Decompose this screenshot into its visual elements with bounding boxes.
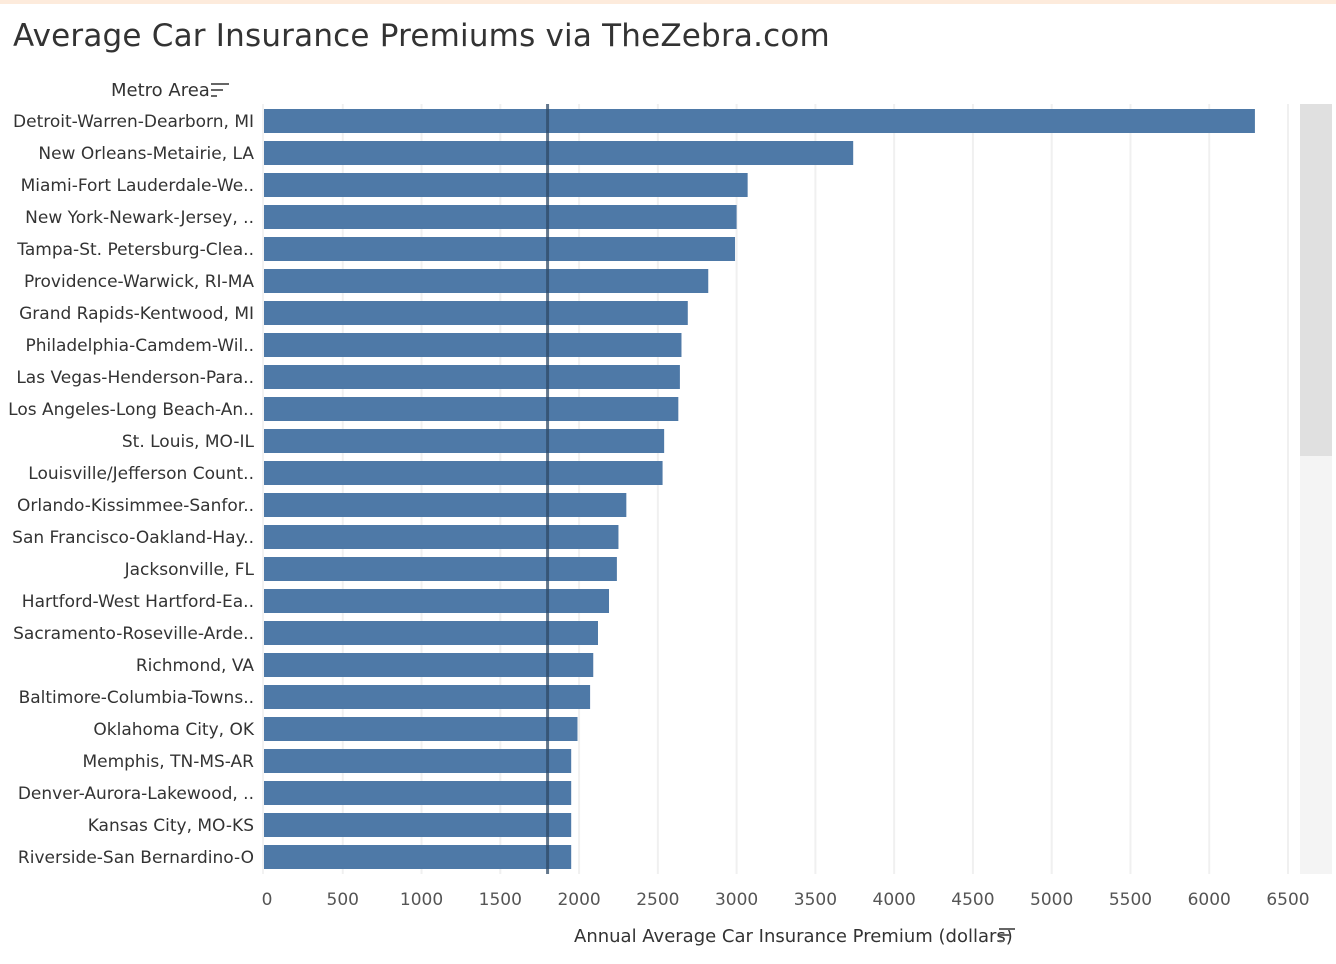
row-label[interactable]: San Francisco-Oakland-Hay.. bbox=[12, 528, 254, 548]
row-labels-group: Detroit-Warren-Dearborn, MI New Orleans-M… bbox=[8, 112, 255, 868]
bar[interactable] bbox=[264, 301, 688, 325]
gridlines bbox=[341, 104, 1289, 874]
bar[interactable] bbox=[264, 109, 1255, 133]
bar[interactable] bbox=[264, 397, 679, 421]
bar[interactable] bbox=[264, 557, 617, 581]
row-label[interactable]: Grand Rapids-Kentwood, MI bbox=[19, 304, 254, 324]
row-label[interactable]: Riverside-San Bernardino-O bbox=[18, 848, 254, 868]
x-tick-label: 6500 bbox=[1266, 890, 1309, 910]
row-label[interactable]: Tampa-St. Petersburg-Clea.. bbox=[16, 240, 254, 260]
row-label[interactable]: Oklahoma City, OK bbox=[93, 720, 254, 740]
bar[interactable] bbox=[264, 813, 572, 837]
row-label[interactable]: Kansas City, MO-KS bbox=[88, 816, 254, 836]
row-label[interactable]: Los Angeles-Long Beach-An.. bbox=[8, 400, 254, 420]
bars-group bbox=[264, 109, 1255, 869]
x-tick-label: 5000 bbox=[1030, 890, 1073, 910]
bar[interactable] bbox=[264, 493, 627, 517]
x-tick-label: 3000 bbox=[715, 890, 758, 910]
bar[interactable] bbox=[264, 429, 665, 453]
x-tick-label: 500 bbox=[327, 890, 359, 910]
x-tick-label: 3500 bbox=[794, 890, 837, 910]
row-label[interactable]: New York-Newark-Jersey, .. bbox=[25, 208, 254, 228]
bar[interactable] bbox=[264, 365, 680, 389]
x-tick-label: 1500 bbox=[479, 890, 522, 910]
bar[interactable] bbox=[264, 685, 591, 709]
bar[interactable] bbox=[264, 845, 572, 869]
x-tick-label: 0 bbox=[262, 890, 273, 910]
bar[interactable] bbox=[264, 781, 572, 805]
row-label[interactable]: Detroit-Warren-Dearborn, MI bbox=[13, 112, 254, 132]
row-label[interactable]: St. Louis, MO-IL bbox=[122, 432, 255, 452]
row-label[interactable]: Denver-Aurora-Lakewood, .. bbox=[18, 784, 254, 804]
bar[interactable] bbox=[264, 173, 748, 197]
bar[interactable] bbox=[264, 461, 663, 485]
row-label[interactable]: Hartford-West Hartford-Ea.. bbox=[22, 592, 254, 612]
row-label[interactable]: Providence-Warwick, RI-MA bbox=[24, 272, 254, 292]
x-tick-label: 1000 bbox=[400, 890, 443, 910]
x-tick-label: 6000 bbox=[1188, 890, 1231, 910]
x-tick-label: 2500 bbox=[636, 890, 679, 910]
bar[interactable] bbox=[264, 525, 619, 549]
row-label[interactable]: New Orleans-Metairie, LA bbox=[38, 144, 254, 164]
row-label[interactable]: Memphis, TN-MS-AR bbox=[82, 752, 254, 772]
bar[interactable] bbox=[264, 589, 610, 613]
x-tick-label: 2000 bbox=[557, 890, 600, 910]
sort-descending-icon[interactable] bbox=[211, 83, 229, 99]
bar[interactable] bbox=[264, 237, 736, 261]
x-tick-label: 5500 bbox=[1109, 890, 1152, 910]
bar[interactable] bbox=[264, 717, 578, 741]
bar[interactable] bbox=[264, 653, 594, 677]
scrollbar-thumb[interactable] bbox=[1300, 104, 1332, 456]
row-label[interactable]: Richmond, VA bbox=[136, 656, 255, 676]
bar[interactable] bbox=[264, 621, 598, 645]
row-label[interactable]: Miami-Fort Lauderdale-We.. bbox=[21, 176, 254, 196]
x-axis-title[interactable]: Annual Average Car Insurance Premium (do… bbox=[574, 926, 1013, 947]
row-header-label[interactable]: Metro Area bbox=[111, 80, 210, 101]
bar[interactable] bbox=[264, 333, 682, 357]
row-label[interactable]: Sacramento-Roseville-Arde.. bbox=[13, 624, 254, 644]
row-label[interactable]: Baltimore-Columbia-Towns.. bbox=[19, 688, 254, 708]
bar[interactable] bbox=[264, 269, 709, 293]
bar[interactable] bbox=[264, 749, 572, 773]
row-label[interactable]: Orlando-Kissimmee-Sanfor.. bbox=[17, 496, 254, 516]
top-accent-bar bbox=[0, 0, 1336, 4]
x-tick-label: 4500 bbox=[951, 890, 994, 910]
sort-descending-icon[interactable] bbox=[999, 928, 1017, 944]
row-label[interactable]: Jacksonville, FL bbox=[124, 560, 255, 580]
row-label[interactable]: Philadelphia-Camdem-Wil.. bbox=[26, 336, 255, 356]
row-label[interactable]: Louisville/Jefferson Count.. bbox=[28, 464, 254, 484]
x-tick-label: 4000 bbox=[873, 890, 916, 910]
bar[interactable] bbox=[264, 205, 737, 229]
x-axis-ticks: 0 500 1000 1500 2000 2500 3000 3500 4000 4500 5000… bbox=[262, 890, 1310, 910]
bar[interactable] bbox=[264, 141, 854, 165]
row-label[interactable]: Las Vegas-Henderson-Para.. bbox=[16, 368, 254, 388]
chart-title: Average Car Insurance Premiums via TheZe… bbox=[13, 18, 830, 54]
